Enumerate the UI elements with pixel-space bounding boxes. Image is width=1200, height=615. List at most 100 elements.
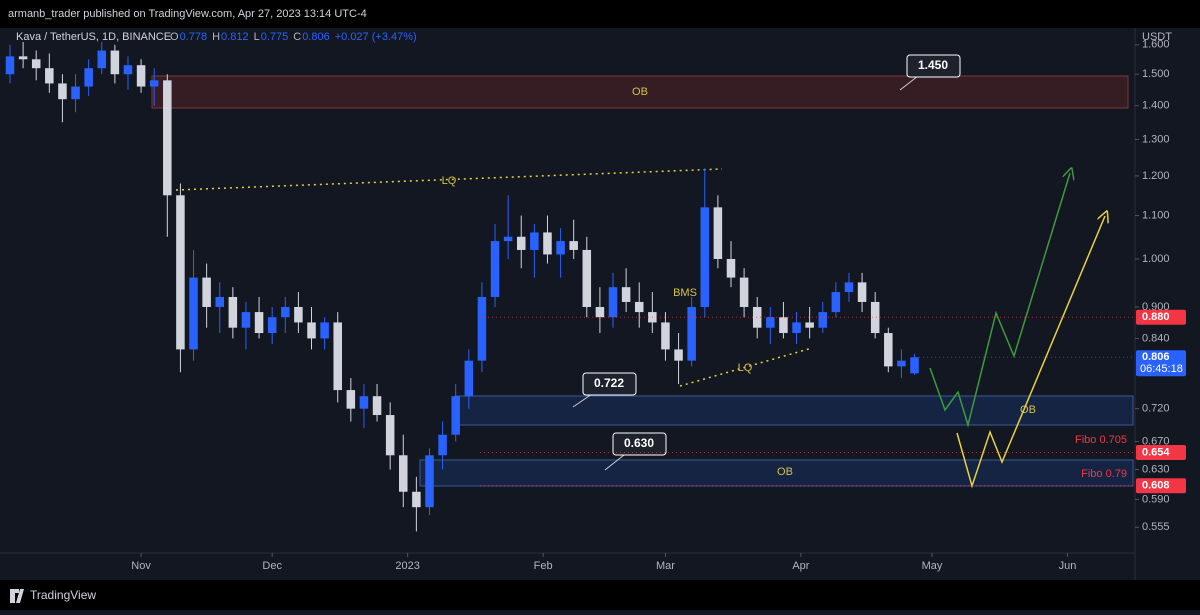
publisher: armanb_trader published on TradingView.c… — [8, 8, 367, 20]
y-tick-label: 1.000 — [1142, 253, 1170, 265]
unit: USDT — [1142, 31, 1172, 43]
candle-body — [385, 415, 395, 456]
candle-body — [31, 59, 41, 69]
candle-body — [595, 306, 605, 318]
y-tick-label: 0.670 — [1142, 435, 1170, 447]
price-label-box — [1136, 478, 1186, 494]
top-bar — [0, 0, 1200, 28]
x-tick-label: Dec — [262, 560, 282, 572]
callout-box — [582, 372, 637, 396]
price-label: 0.806 — [1142, 351, 1170, 363]
candle-body — [516, 236, 526, 250]
candle-body — [713, 207, 723, 259]
candle-body — [608, 287, 618, 318]
candle-body — [687, 306, 696, 361]
callout: 0.630 — [624, 436, 654, 450]
legend-label: O — [170, 31, 179, 43]
ohlc-legend: O 0.778 H 0.812 L 0.775 C 0.806 +0.027 (+3.47%) — [170, 31, 417, 43]
candle-body — [582, 249, 592, 307]
candle-body — [752, 306, 762, 328]
candle-body — [110, 50, 120, 75]
x-tick-label: Apr — [792, 560, 809, 572]
candle-body — [425, 455, 434, 508]
candle-body — [818, 312, 828, 328]
price-label: 0.608 — [1142, 480, 1170, 492]
price-label-box — [1136, 444, 1186, 460]
symbol-title: Kava / TetherUS, 1D, BINANCE — [16, 31, 171, 43]
candle-body — [661, 322, 670, 350]
legend-label: H — [212, 31, 220, 43]
candle-body — [163, 80, 172, 196]
y-tick-label: 0.720 — [1142, 403, 1170, 415]
candle-body — [779, 317, 788, 334]
x-tick-label: Feb — [534, 560, 553, 572]
candle-body — [870, 301, 880, 334]
ob-zone — [419, 459, 1134, 487]
y-tick-label: 0.840 — [1142, 332, 1170, 344]
legend-label: L — [254, 31, 260, 43]
x-tick-label: Jun — [1059, 560, 1077, 572]
callout-box — [906, 54, 961, 78]
candle-body — [202, 277, 211, 307]
y-tick-label: 0.555 — [1142, 521, 1170, 533]
candle-body — [831, 292, 841, 313]
candle-body — [910, 357, 919, 374]
candle-body — [333, 322, 342, 391]
callout: 1.450 — [918, 58, 948, 72]
candle-body — [621, 287, 631, 302]
candle-body — [569, 241, 578, 250]
candle-body — [45, 68, 54, 84]
candle-body — [320, 322, 329, 339]
price-label: 0.654 — [1142, 446, 1170, 458]
legend-value: 0.775 — [261, 31, 289, 43]
y-tick-label: 0.590 — [1142, 493, 1170, 505]
candle-body — [490, 241, 500, 297]
lq-line — [679, 347, 813, 387]
candle-body — [346, 390, 356, 409]
candle-body — [215, 296, 225, 307]
y-tick-label: 1.100 — [1142, 209, 1170, 221]
brand: TradingView — [30, 588, 96, 602]
candle-body — [136, 65, 146, 87]
candle-body — [123, 65, 133, 75]
candle-body — [281, 306, 290, 318]
candle-body — [438, 434, 447, 456]
x-tick-label: Mar — [656, 560, 675, 572]
candle-body — [18, 56, 28, 60]
legend-value: 0.812 — [221, 31, 249, 43]
countdown: 06:45:18 — [1140, 363, 1183, 375]
candle-body — [97, 50, 107, 69]
candle-body — [58, 83, 67, 100]
candle-body — [84, 68, 93, 87]
callout-box — [612, 432, 667, 456]
candle-body — [464, 360, 474, 397]
y-tick-label: 1.500 — [1142, 68, 1170, 80]
candle-body — [674, 349, 683, 361]
price-label: 0.880 — [1142, 311, 1170, 323]
legend-value: 0.778 — [180, 31, 208, 43]
projection-path — [929, 173, 1070, 428]
candle-body — [412, 491, 421, 508]
candle-body — [556, 241, 565, 255]
candle-body — [176, 195, 185, 350]
ob-label: OB — [632, 86, 648, 98]
candles — [5, 41, 919, 532]
legend-label: C — [293, 31, 301, 43]
candle-body — [634, 301, 644, 313]
x-tick-label: May — [922, 560, 943, 572]
y-tick-label: 1.600 — [1142, 39, 1170, 51]
x-tick-label: Nov — [131, 560, 151, 572]
candle-body — [897, 360, 906, 367]
candle-body — [477, 296, 487, 361]
candle-body — [307, 322, 316, 339]
candle-body — [451, 396, 460, 435]
legend-value: 0.806 — [302, 31, 330, 43]
candle-body — [543, 232, 552, 255]
candle-body — [857, 282, 867, 302]
lq-label: LQ — [738, 362, 753, 374]
candle-body — [530, 232, 539, 250]
candle-body — [267, 317, 277, 334]
callout-pointer — [572, 393, 593, 408]
candle-body — [359, 396, 369, 409]
candle-body — [792, 322, 801, 334]
